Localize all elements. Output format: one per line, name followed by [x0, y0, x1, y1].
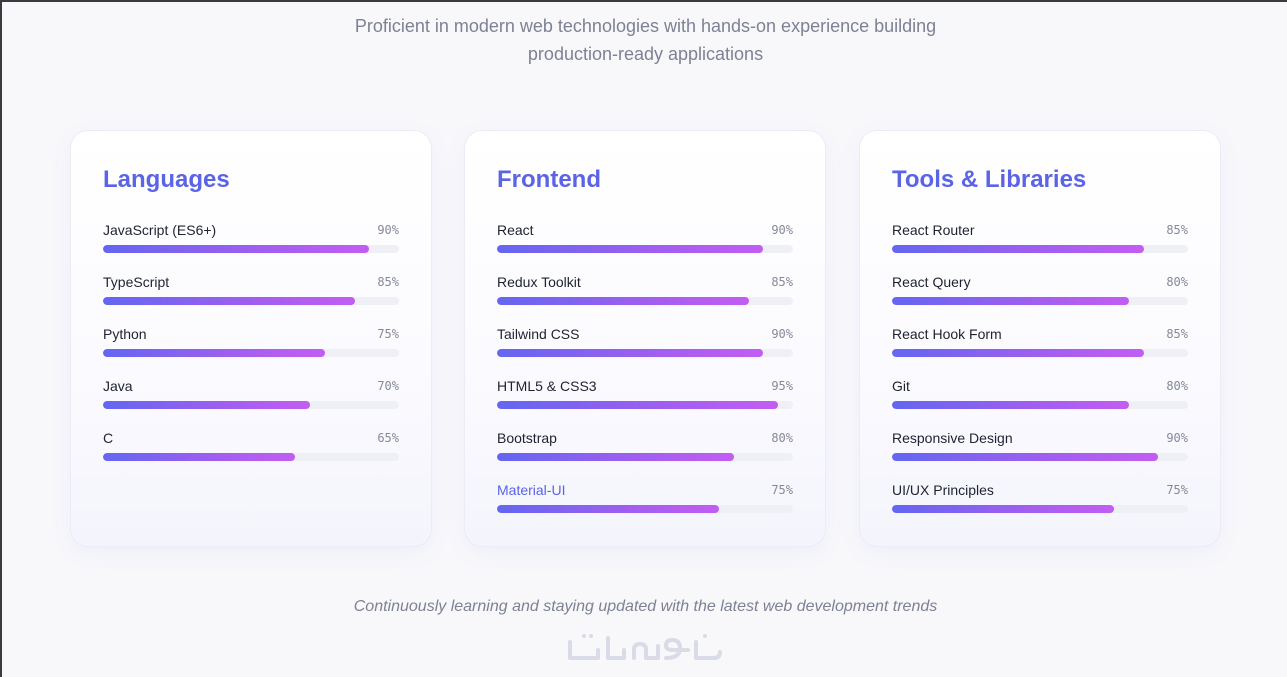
card-title: Frontend	[497, 166, 601, 193]
progress-track	[497, 505, 793, 513]
skill-item: UI/UX Principles 75%	[892, 479, 1188, 531]
progress-fill	[892, 401, 1129, 409]
skill-item: Bootstrap 80%	[497, 427, 793, 479]
skill-percent: 90%	[377, 223, 399, 237]
skill-item: React Query 80%	[892, 271, 1188, 323]
progress-fill	[497, 349, 764, 357]
section-subtitle: Proficient in modern web technologies wi…	[2, 12, 1287, 68]
skill-name: React	[497, 222, 534, 238]
progress-track	[497, 453, 793, 461]
progress-track	[892, 349, 1188, 357]
progress-track	[892, 297, 1188, 305]
skill-item: TypeScript 85%	[103, 271, 399, 323]
skill-name: UI/UX Principles	[892, 482, 994, 498]
skill-item: React Router 85%	[892, 219, 1188, 271]
skill-item: Responsive Design 90%	[892, 427, 1188, 479]
progress-fill	[103, 297, 355, 305]
skill-item: Tailwind CSS 90%	[497, 323, 793, 375]
skill-item: HTML5 & CSS3 95%	[497, 375, 793, 427]
progress-track	[497, 297, 793, 305]
skill-name: Redux Toolkit	[497, 274, 581, 290]
skill-percent: 90%	[771, 223, 793, 237]
skill-item: Redux Toolkit 85%	[497, 271, 793, 323]
progress-fill	[892, 505, 1114, 513]
skill-name: JavaScript (ES6+)	[103, 222, 217, 238]
skill-percent: 80%	[1166, 275, 1188, 289]
skill-name: React Hook Form	[892, 326, 1002, 342]
skill-percent: 90%	[1166, 431, 1188, 445]
skill-percent: 85%	[771, 275, 793, 289]
skill-percent: 90%	[771, 327, 793, 341]
watermark-logo	[568, 634, 722, 660]
skill-percent: 70%	[377, 379, 399, 393]
progress-track	[892, 245, 1188, 253]
progress-fill	[103, 349, 325, 357]
progress-track	[892, 401, 1188, 409]
subtitle-line-1: Proficient in modern web technologies wi…	[354, 16, 937, 36]
progress-fill	[497, 297, 749, 305]
skill-name: React Query	[892, 274, 971, 290]
progress-fill	[497, 245, 764, 253]
progress-fill	[497, 505, 719, 513]
progress-fill	[103, 401, 311, 409]
progress-track	[497, 349, 793, 357]
skill-item: JavaScript (ES6+) 90%	[103, 219, 399, 271]
progress-track	[103, 349, 399, 357]
progress-fill	[892, 297, 1129, 305]
progress-track	[103, 453, 399, 461]
skill-percent: 85%	[377, 275, 399, 289]
progress-fill	[497, 401, 779, 409]
progress-track	[103, 297, 399, 305]
skill-card-tools-libraries: Tools & Libraries React Router 85% React…	[859, 130, 1221, 547]
skill-percent: 75%	[377, 327, 399, 341]
progress-fill	[892, 245, 1144, 253]
skill-item: C 65%	[103, 427, 399, 479]
skill-item: Java 70%	[103, 375, 399, 427]
skill-card-frontend: Frontend React 90% Redux Toolkit 85% Tai…	[464, 130, 826, 547]
skill-percent: 65%	[377, 431, 399, 445]
progress-track	[103, 401, 399, 409]
progress-track	[497, 401, 793, 409]
skill-percent: 85%	[1166, 327, 1188, 341]
progress-fill	[103, 453, 296, 461]
progress-fill	[892, 453, 1159, 461]
skill-item: React 90%	[497, 219, 793, 271]
skill-name: Tailwind CSS	[497, 326, 580, 342]
skill-percent: 95%	[771, 379, 793, 393]
skill-percent: 80%	[771, 431, 793, 445]
skill-name: Python	[103, 326, 147, 342]
skill-item: Git 80%	[892, 375, 1188, 427]
skill-name: TypeScript	[103, 274, 170, 290]
skill-item-hovered: Material-UI 75%	[497, 479, 793, 531]
progress-fill	[103, 245, 370, 253]
skill-name: React Router	[892, 222, 975, 238]
footer-note: Continuously learning and staying update…	[353, 598, 938, 615]
skill-item: Python 75%	[103, 323, 399, 375]
progress-track	[103, 245, 399, 253]
skill-name: Responsive Design	[892, 430, 1013, 446]
progress-fill	[497, 453, 734, 461]
skill-name: HTML5 & CSS3	[497, 378, 597, 394]
subtitle-line-2: production-ready applications	[527, 44, 764, 64]
progress-track	[892, 453, 1188, 461]
skill-percent: 75%	[1166, 483, 1188, 497]
skill-percent: 75%	[771, 483, 793, 497]
card-title: Tools & Libraries	[892, 166, 1087, 193]
skill-name: Git	[892, 378, 910, 394]
skill-percent: 85%	[1166, 223, 1188, 237]
progress-track	[892, 505, 1188, 513]
skill-name: C	[103, 430, 114, 446]
progress-fill	[892, 349, 1144, 357]
progress-track	[497, 245, 793, 253]
skill-item: React Hook Form 85%	[892, 323, 1188, 375]
skill-name: Material-UI	[497, 482, 566, 498]
skill-name: Java	[103, 378, 133, 394]
skill-card-languages: Languages JavaScript (ES6+) 90% TypeScri…	[70, 130, 432, 547]
card-title: Languages	[103, 166, 230, 193]
skill-percent: 80%	[1166, 379, 1188, 393]
skill-name: Bootstrap	[497, 430, 557, 446]
